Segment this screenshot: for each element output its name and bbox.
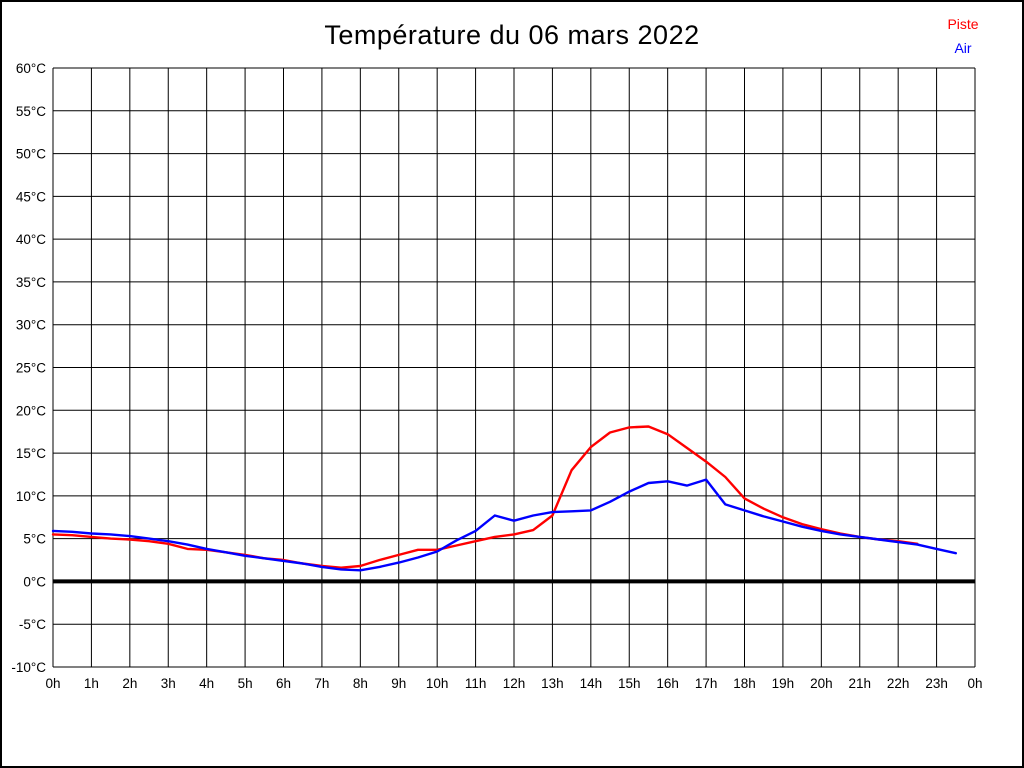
y-tick-label: -5°C [19, 617, 46, 632]
y-axis-labels: -10°C -5°C 0°C 5°C 10°C 15°C 20°C 25°C 30°C 35°C 4… [11, 61, 46, 675]
y-tick-label: 15°C [16, 446, 46, 461]
x-tick-label: 14h [580, 676, 603, 691]
piste-temperature-line [51, 425, 919, 569]
x-tick-label: 12h [503, 676, 526, 691]
x-tick-label: 2h [122, 676, 137, 691]
chart-title: Température du 06 mars 2022 [324, 20, 700, 50]
y-tick-label: 25°C [16, 361, 46, 376]
y-tick-label: 5°C [23, 532, 46, 547]
x-tick-label: 6h [276, 676, 291, 691]
legend: Piste Air [928, 12, 998, 60]
legend-item-air: Air [928, 36, 998, 60]
x-tick-label: 11h [465, 676, 487, 691]
x-tick-label: 5h [238, 676, 253, 691]
x-tick-label: 22h [887, 676, 910, 691]
x-tick-label: 19h [772, 676, 795, 691]
legend-item-piste: Piste [928, 12, 998, 36]
legend-piste-label: Piste [947, 16, 979, 32]
x-tick-label: 4h [199, 676, 214, 691]
x-tick-label: 3h [161, 676, 176, 691]
x-tick-label: 15h [618, 676, 641, 691]
grid [52, 67, 976, 668]
x-axis-labels: 0h 1h 2h 3h 4h 5h 6h 7h 8h 9h 10h 11h 12h 13h 14h 15h 16… [45, 676, 982, 691]
y-tick-label: 40°C [16, 232, 46, 247]
y-tick-label: 20°C [16, 403, 46, 418]
x-tick-label: 0h [45, 676, 60, 691]
x-tick-label: 9h [391, 676, 406, 691]
y-tick-label: 55°C [16, 104, 46, 119]
y-tick-label: 35°C [16, 275, 46, 290]
y-tick-label: 10°C [16, 489, 46, 504]
air-temperature-line [51, 478, 957, 572]
x-tick-label: 20h [810, 676, 833, 691]
legend-air-label: Air [954, 40, 972, 56]
x-tick-label: 1h [84, 676, 99, 691]
x-tick-label: 8h [353, 676, 368, 691]
y-tick-label: 50°C [16, 147, 46, 162]
x-tick-label: 23h [925, 676, 948, 691]
x-tick-label: 10h [426, 676, 449, 691]
x-tick-label: 17h [695, 676, 718, 691]
x-tick-label: 21h [848, 676, 871, 691]
x-tick-label: 16h [656, 676, 679, 691]
x-tick-label: 18h [733, 676, 756, 691]
y-tick-label: 0°C [23, 574, 46, 589]
y-tick-label: -10°C [11, 660, 46, 675]
y-tick-label: 45°C [16, 189, 46, 204]
x-tick-label: 7h [314, 676, 329, 691]
y-tick-label: 30°C [16, 318, 46, 333]
y-tick-label: 60°C [16, 61, 46, 76]
x-tick-label: 0h [967, 676, 982, 691]
x-tick-label: 13h [541, 676, 564, 691]
